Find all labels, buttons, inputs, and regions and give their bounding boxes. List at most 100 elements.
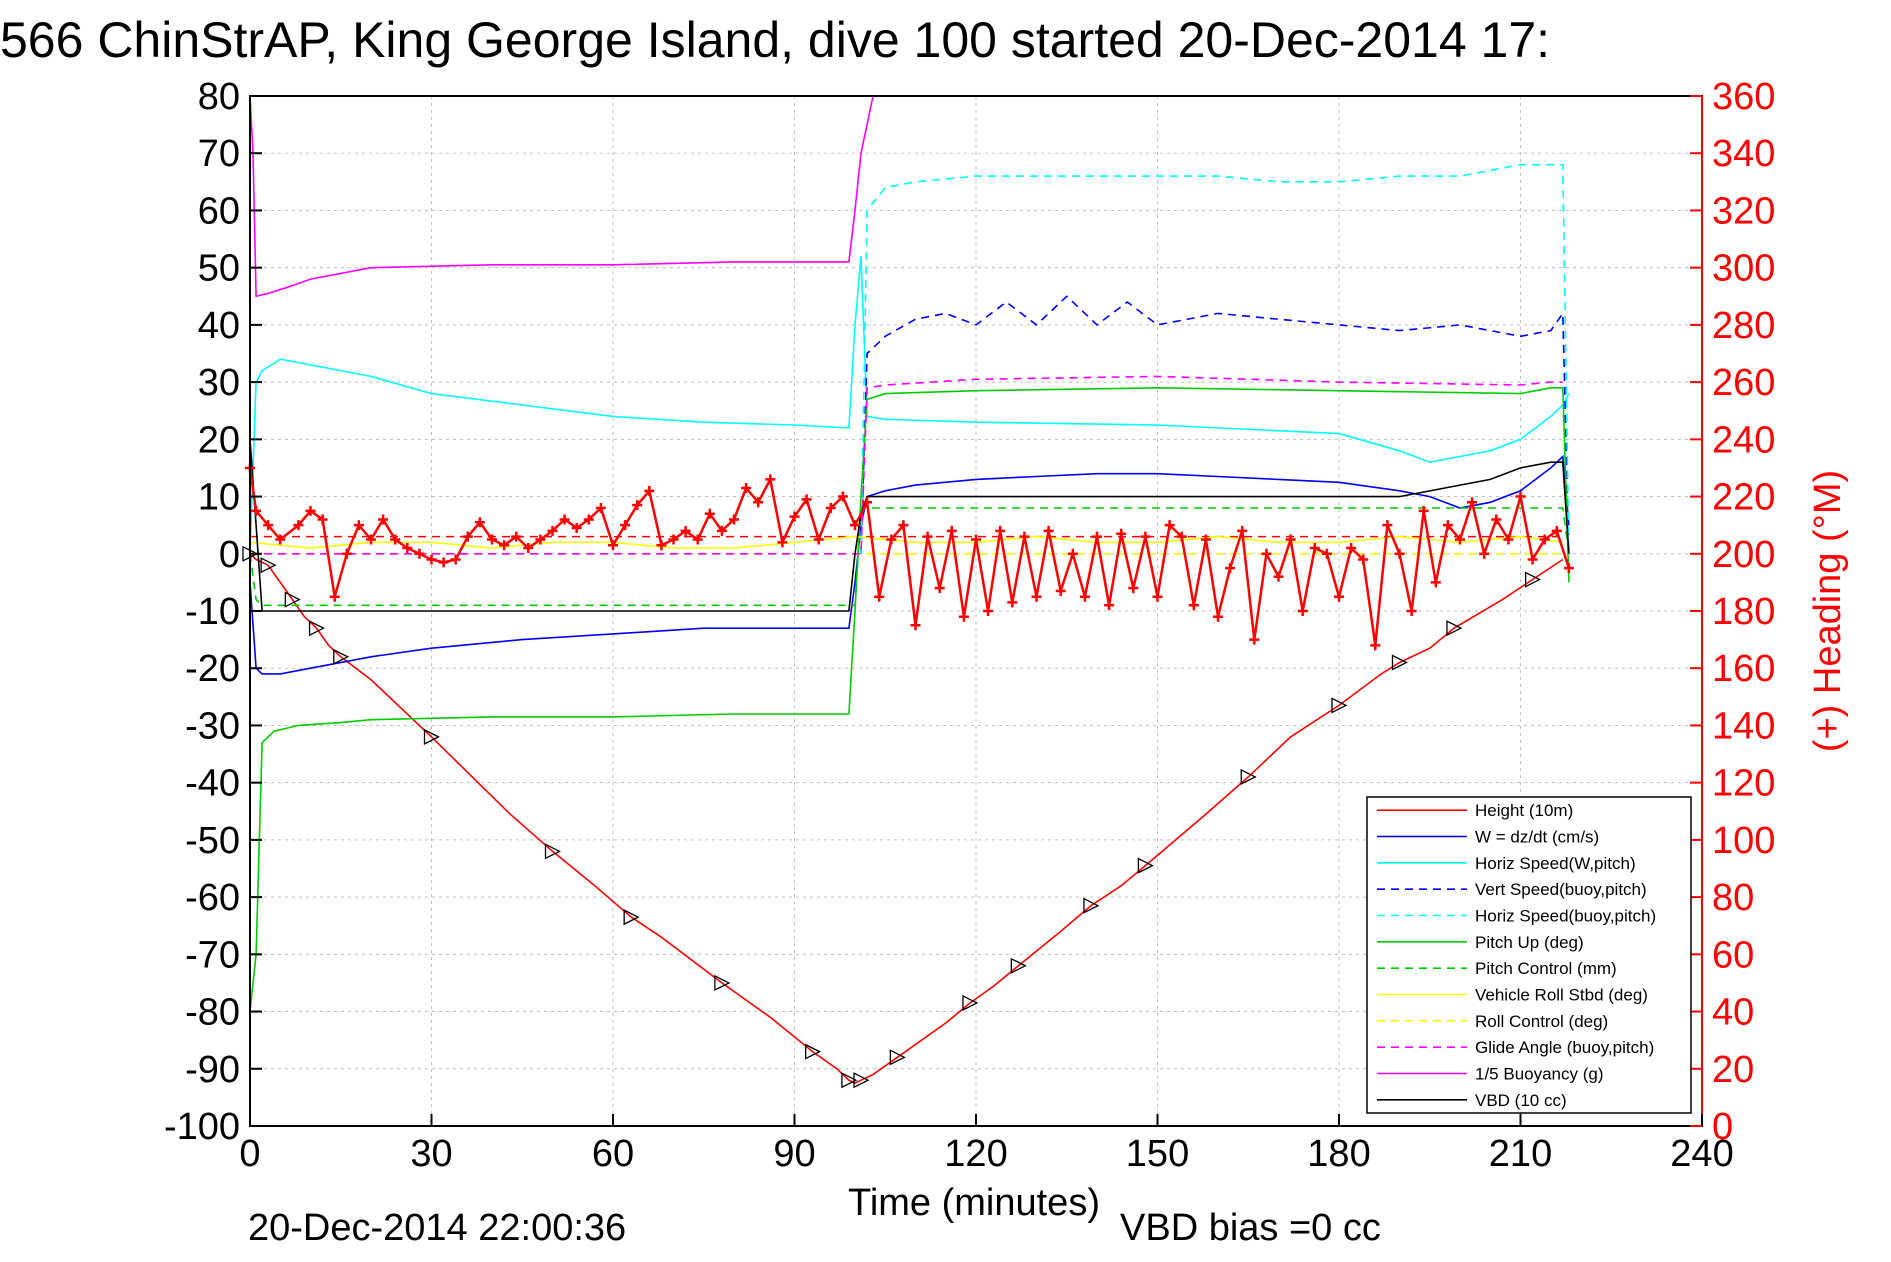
heading-point xyxy=(1067,548,1078,559)
heading-point xyxy=(1370,640,1381,651)
y2-tick-label: 20 xyxy=(1712,1049,1754,1091)
heading-point xyxy=(1055,585,1066,596)
series-line-height-10m xyxy=(249,553,1564,1084)
heading-point xyxy=(620,520,631,531)
heading-point xyxy=(995,525,1006,536)
heading-point xyxy=(1515,491,1526,502)
legend: Height (10m) W = dz/dt (cm/s) Horiz Speed(… xyxy=(1366,796,1692,1114)
heading-point xyxy=(777,537,788,548)
y-tick-label: -50 xyxy=(185,820,240,862)
y-tick-label: -100 xyxy=(164,1106,240,1148)
heading-point xyxy=(765,474,776,485)
x-tick-label: 180 xyxy=(1307,1133,1370,1175)
heading-point xyxy=(1394,548,1405,559)
heading-point xyxy=(971,534,981,545)
legend-box xyxy=(1366,796,1692,1114)
heading-point xyxy=(353,520,364,531)
height-marker xyxy=(284,591,301,608)
height-marker xyxy=(841,1072,858,1089)
height-marker xyxy=(714,974,731,991)
y-tick-label: -60 xyxy=(185,877,240,919)
height-marker xyxy=(1446,620,1463,637)
heading-point xyxy=(753,497,764,508)
height-marker xyxy=(544,843,561,860)
y-tick-label: -70 xyxy=(185,934,240,976)
heading-point xyxy=(559,514,570,525)
heading-point xyxy=(511,531,522,542)
heading-point xyxy=(1128,583,1139,594)
heading-point xyxy=(1321,548,1332,559)
series-line-pitch-control-mm xyxy=(249,507,1570,607)
heading-point xyxy=(801,494,812,505)
series-line-vbd-10-cc xyxy=(249,439,1570,612)
heading-point xyxy=(1200,534,1211,545)
heading-point xyxy=(1418,505,1429,516)
series-line-1-5-buoyancy-g xyxy=(249,95,874,298)
heading-point xyxy=(1152,591,1163,602)
heading-point xyxy=(644,485,655,496)
series-line-vehicle-roll-stbd-deg xyxy=(249,535,1563,549)
heading-point xyxy=(366,534,376,545)
heading-point xyxy=(910,620,921,631)
y2-tick-label: 160 xyxy=(1712,648,1775,690)
y2-tick-label: 360 xyxy=(1712,76,1775,118)
heading-point xyxy=(595,503,606,513)
y-tick-label: 10 xyxy=(198,477,240,519)
height-marker xyxy=(423,728,440,745)
heading-point xyxy=(378,514,389,525)
y-tick-label: 50 xyxy=(198,248,240,290)
x-tick-label: 210 xyxy=(1489,1133,1552,1175)
heading-point xyxy=(1249,634,1260,645)
heading-point xyxy=(1213,611,1223,622)
heading-point xyxy=(608,540,618,551)
y-tick-labels: 80 70 60 50 40 30 20 10 0 -10 -20 -30 -40 -50 -60 -70 -8… xyxy=(164,76,262,1148)
heading-point xyxy=(438,557,449,568)
heading-point xyxy=(275,534,286,545)
legend-entry: Glide Angle (buoy,pitch) xyxy=(1475,1038,1654,1057)
footer-date: 20-Dec-2014 22:00:36 xyxy=(248,1207,626,1249)
y-tick-label: 60 xyxy=(198,190,240,232)
heading-point xyxy=(1104,600,1115,611)
x-axis-label: Time (minutes) xyxy=(848,1182,1100,1224)
heading-point xyxy=(837,491,848,502)
heading-point xyxy=(789,511,800,522)
series-line-w-dz-dt-cm-s xyxy=(249,454,1570,675)
x-tick-labels: 0 30 60 90 120 150 180 210 240 xyxy=(239,1114,1734,1175)
x-tick-label: 30 xyxy=(410,1133,452,1175)
heading-point xyxy=(1031,591,1042,602)
x-tick-label: 0 xyxy=(239,1133,260,1175)
y-tick-label: -80 xyxy=(185,992,240,1034)
heading-point xyxy=(1079,591,1090,602)
legend-entry: Pitch Up (deg) xyxy=(1475,933,1584,952)
y-tick-label: 70 xyxy=(198,133,240,175)
legend-entry: Pitch Control (mm) xyxy=(1475,959,1617,978)
heading-layer xyxy=(245,462,1574,651)
heading-point xyxy=(1406,606,1417,616)
heading-point xyxy=(523,543,534,554)
legend-entry: VBD (10 cc) xyxy=(1475,1091,1567,1110)
chart-title: 566 ChinStrAP, King George Island, dive … xyxy=(0,12,1550,68)
y-tick-label: -90 xyxy=(185,1049,240,1091)
series-layer xyxy=(242,95,1570,1089)
y2-tick-label: 40 xyxy=(1712,992,1754,1034)
height-marker xyxy=(889,1049,906,1066)
y2-tick-label: 260 xyxy=(1712,362,1775,404)
heading-point xyxy=(251,505,262,516)
height-marker xyxy=(962,994,979,1012)
legend-entry: Height (10m) xyxy=(1475,801,1573,820)
height-marker xyxy=(853,1072,870,1089)
y2-tick-label: 0 xyxy=(1712,1106,1733,1148)
y-tick-label: -20 xyxy=(185,648,240,690)
heading-point xyxy=(1176,531,1187,542)
y2-tick-label: 200 xyxy=(1712,534,1775,576)
heading-point xyxy=(293,520,304,531)
heading-point xyxy=(317,514,328,525)
heading-point xyxy=(547,525,558,536)
series-line-horiz-speed-buoy-pitch xyxy=(860,163,1570,554)
heading-point xyxy=(263,520,274,531)
y2-tick-label: 60 xyxy=(1712,934,1754,976)
right-axis-label: (+) Heading (°M) xyxy=(1807,470,1849,752)
x-tick-label: 120 xyxy=(944,1133,1007,1175)
series-line-pitch-up-deg xyxy=(249,386,1570,1012)
